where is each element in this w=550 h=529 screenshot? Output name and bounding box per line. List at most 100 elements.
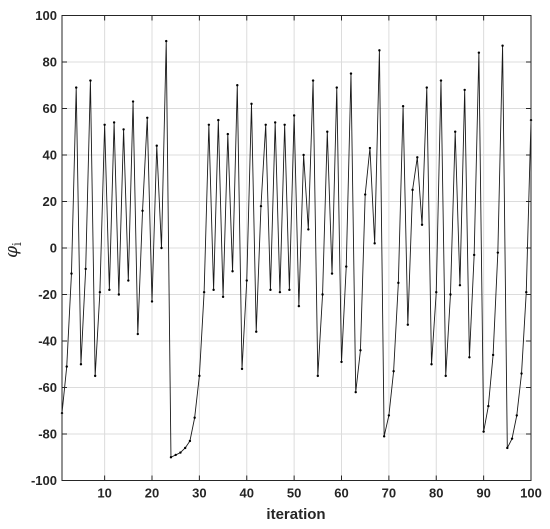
- data-point: [98, 290, 102, 294]
- data-point: [330, 272, 334, 275]
- data-point: [477, 51, 481, 54]
- data-point: [525, 290, 528, 294]
- data-point: [439, 79, 443, 82]
- y-tick-label: -40: [38, 334, 57, 349]
- data-point: [188, 439, 192, 443]
- data-point: [368, 146, 372, 150]
- y-tick-label: 0: [50, 241, 57, 256]
- data-point: [472, 253, 476, 257]
- data-point: [165, 39, 168, 43]
- data-point: [122, 128, 125, 131]
- data-point: [112, 121, 116, 124]
- data-point: [401, 104, 405, 108]
- y-tick-label: -80: [38, 427, 57, 442]
- data-point: [515, 414, 518, 417]
- data-point: [510, 437, 514, 440]
- data-point: [179, 451, 182, 454]
- data-point: [75, 86, 78, 89]
- data-point: [89, 79, 92, 82]
- data-point: [150, 300, 154, 303]
- data-point: [226, 132, 230, 136]
- data-point: [378, 49, 381, 52]
- data-point: [316, 374, 320, 378]
- data-point: [117, 293, 121, 296]
- data-point: [278, 290, 282, 294]
- data-point: [326, 130, 329, 133]
- y-axis-label-subscript: i: [10, 242, 24, 246]
- data-point: [108, 288, 111, 292]
- data-point: [496, 251, 500, 254]
- data-point: [273, 121, 277, 124]
- x-axis-label: iteration: [266, 506, 325, 523]
- data-point: [250, 102, 253, 106]
- data-point: [382, 435, 386, 438]
- y-tick-label: 20: [43, 194, 57, 209]
- data-point: [65, 365, 68, 368]
- data-point: [70, 272, 73, 275]
- y-tick-label: 60: [43, 101, 57, 116]
- data-point-layer: [60, 39, 533, 459]
- data-point: [501, 44, 504, 47]
- x-tick-label: 10: [97, 486, 111, 501]
- y-tick-label: 80: [43, 55, 57, 70]
- data-point: [506, 446, 509, 450]
- tick-layer: [62, 15, 532, 481]
- y-tick-label: 100: [35, 8, 57, 23]
- data-point: [255, 330, 258, 333]
- y-axis-label-symbol: φ: [2, 246, 22, 258]
- data-point: [430, 363, 433, 366]
- data-point: [174, 453, 177, 457]
- data-point: [482, 430, 485, 433]
- data-point: [155, 144, 158, 147]
- data-point: [487, 404, 490, 408]
- data-point: [406, 323, 410, 326]
- data-point: [141, 209, 144, 212]
- data-point: [363, 193, 367, 196]
- y-tick-label: 40: [43, 148, 57, 163]
- data-point: [231, 270, 234, 273]
- data-point: [292, 114, 296, 117]
- x-tick-label: 60: [334, 486, 348, 501]
- series-line: [61, 40, 532, 458]
- x-tick-label: 100: [520, 486, 542, 501]
- data-point: [463, 88, 466, 92]
- data-point: [264, 123, 267, 126]
- data-point: [259, 204, 263, 208]
- data-point: [169, 456, 173, 459]
- data-point: [136, 332, 139, 336]
- x-tick-label: 50: [287, 486, 301, 501]
- data-point: [212, 288, 215, 292]
- x-tick-label: 30: [192, 486, 206, 501]
- data-point: [311, 79, 315, 82]
- data-point: [307, 228, 310, 231]
- data-point: [183, 446, 187, 450]
- data-point: [392, 370, 395, 373]
- y-axis-label: φi: [2, 242, 24, 258]
- data-point: [468, 356, 471, 359]
- data-point: [373, 242, 376, 245]
- data-point: [221, 295, 225, 299]
- series-line-layer: [61, 40, 532, 458]
- data-point: [202, 290, 206, 294]
- data-point: [283, 123, 286, 126]
- data-point: [458, 284, 462, 287]
- data-point: [397, 281, 400, 285]
- data-point: [297, 304, 301, 308]
- data-point: [454, 130, 457, 133]
- x-tick-label: 40: [240, 486, 254, 501]
- data-point: [236, 84, 239, 87]
- x-tick-label: 80: [429, 486, 443, 501]
- y-tick-label: -100: [31, 473, 57, 488]
- data-point: [302, 153, 305, 157]
- data-point: [411, 188, 414, 192]
- data-point: [198, 374, 201, 378]
- data-point: [387, 414, 391, 417]
- data-point: [79, 363, 83, 366]
- data-point: [131, 100, 135, 103]
- data-point: [193, 416, 196, 419]
- y-tick-labels: -100 -80 -60 -40 -20 0 20 40 60 80 100: [31, 8, 57, 488]
- data-point: [84, 267, 87, 271]
- x-tick-labels: 10 20 30 40 50 60 70 80 90 100: [97, 486, 541, 501]
- data-point: [425, 86, 428, 89]
